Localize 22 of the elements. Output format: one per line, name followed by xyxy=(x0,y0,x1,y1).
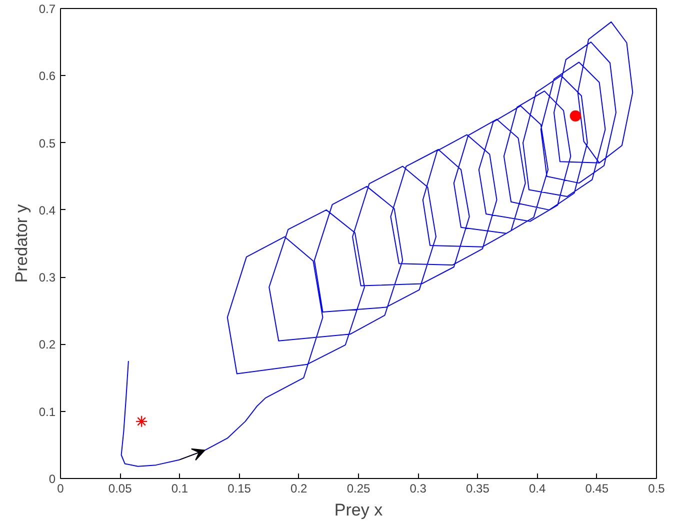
y-tick-label: 0.3 xyxy=(38,270,56,285)
x-tick-label: 0.45 xyxy=(585,482,609,496)
x-tick-label: 0.1 xyxy=(171,482,188,496)
y-tick-label: 0.6 xyxy=(38,69,56,84)
y-tick-label: 0.7 xyxy=(38,2,56,16)
x-tick-label: 0.25 xyxy=(346,482,371,496)
x-tick-label: 0.4 xyxy=(528,482,546,496)
y-tick-label: 0.4 xyxy=(38,203,56,218)
y-axis-title: Predator y xyxy=(12,204,31,283)
y-tick-label: 0 xyxy=(48,472,56,486)
x-tick-label: 0.35 xyxy=(466,482,490,496)
x-tick-label: 0 xyxy=(57,482,64,496)
x-tick-label: 0.2 xyxy=(290,482,308,496)
y-tick-label: 0.2 xyxy=(38,338,56,352)
x-tick-label: 0.3 xyxy=(410,482,427,496)
x-tick-label: 0.15 xyxy=(228,482,252,496)
x-tick-label: 0.5 xyxy=(648,482,666,496)
x-tick-label: 0.05 xyxy=(108,482,132,496)
y-tick-label: 0.1 xyxy=(38,404,56,419)
y-tick-label: 0.5 xyxy=(38,136,56,150)
x-axis-title: Prey x xyxy=(334,500,384,520)
line-series xyxy=(120,21,634,467)
